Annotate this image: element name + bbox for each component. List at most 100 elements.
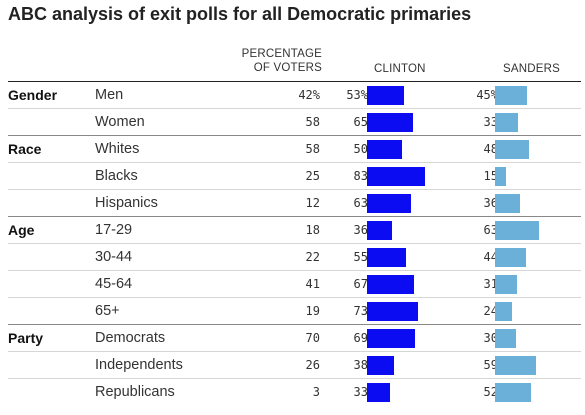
clinton-value-label: 50: [353, 142, 368, 156]
row-separator: [8, 297, 581, 298]
clinton-value-label: 55: [353, 250, 368, 264]
clinton-value-label: 83: [353, 169, 368, 183]
sanders-value-label: 45%: [476, 88, 498, 102]
clinton-bar: [367, 113, 413, 132]
clinton-value-label: 53%: [346, 88, 368, 102]
clinton-bar: [367, 275, 414, 294]
voters-percentage: 26: [305, 358, 320, 372]
header-voters-line2: OF VOTERS: [253, 62, 322, 74]
sanders-bar: [495, 140, 529, 159]
table-row: 30-44 22 55 44: [8, 244, 581, 271]
row-category-label: Hispanics: [95, 195, 158, 211]
clinton-bar: [367, 167, 426, 186]
sanders-bar: [495, 113, 519, 132]
sanders-bar: [495, 194, 521, 213]
table-row: 45-64 41 67 31: [8, 271, 581, 298]
clinton-bar: [367, 221, 393, 240]
voters-percentage: 58: [305, 115, 320, 129]
voters-percentage: 41: [305, 277, 320, 291]
clinton-value-label: 73: [353, 304, 368, 318]
clinton-bar: [367, 248, 406, 267]
sanders-bar: [495, 383, 532, 402]
clinton-bar: [367, 86, 405, 105]
sanders-bar: [495, 248, 526, 267]
row-group-label: Age: [8, 222, 35, 238]
row-category-label: 45-64: [95, 276, 133, 292]
clinton-value-label: 36: [353, 223, 368, 237]
sanders-value-label: 24: [483, 304, 498, 318]
row-group-label: Party: [8, 330, 44, 346]
table-row: Gender Men 42% 53% 45%: [8, 82, 581, 109]
row-category-label: Whites: [95, 141, 140, 157]
table-row: Blacks 25 83 15: [8, 163, 581, 190]
row-separator: [8, 108, 581, 109]
sanders-value-label: 52: [483, 385, 498, 399]
sanders-bar: [495, 221, 540, 240]
voters-percentage: 12: [305, 196, 320, 210]
sanders-value-label: 48: [483, 142, 498, 156]
voters-percentage: 42%: [298, 88, 320, 102]
voters-percentage: 70: [305, 331, 320, 345]
clinton-bar: [367, 356, 394, 375]
row-separator: [8, 324, 581, 325]
clinton-value-label: 38: [353, 358, 368, 372]
row-category-label: Democrats: [95, 330, 166, 346]
sanders-bar: [495, 167, 506, 186]
sanders-value-label: 36: [483, 196, 498, 210]
row-category-label: Independents: [95, 357, 183, 373]
table-row: Age 17-29 18 36 63: [8, 217, 581, 244]
row-group-label: Gender: [8, 87, 58, 103]
row-category-label: Men: [95, 87, 124, 103]
table-row: Hispanics 12 63 36: [8, 190, 581, 217]
sanders-bar: [495, 329, 516, 348]
chart-title: ABC analysis of exit polls for all Democ…: [8, 4, 472, 24]
voters-percentage: 25: [305, 169, 320, 183]
row-separator: [8, 270, 581, 271]
header-voters-line1: PERCENTAGE: [241, 48, 322, 60]
header-sanders: SANDERS: [503, 63, 560, 75]
row-category-label: Republicans: [95, 384, 175, 400]
voters-percentage: 58: [305, 142, 320, 156]
voters-percentage: 18: [305, 223, 320, 237]
voters-percentage: 22: [305, 250, 320, 264]
row-separator: [8, 378, 581, 379]
sanders-value-label: 31: [483, 277, 498, 291]
sanders-value-label: 33: [483, 115, 498, 129]
clinton-bar: [367, 302, 419, 321]
row-separator: [8, 351, 581, 352]
row-category-label: 17-29: [95, 222, 133, 238]
row-category-label: 30-44: [95, 249, 133, 265]
table-row: Race Whites 58 50 48: [8, 136, 581, 163]
header-clinton: CLINTON: [374, 63, 426, 75]
row-category-label: Women: [95, 114, 145, 130]
clinton-bar: [367, 383, 391, 402]
row-separator: [8, 216, 581, 217]
clinton-value-label: 67: [353, 277, 368, 291]
row-category-label: Blacks: [95, 168, 138, 184]
clinton-value-label: 65: [353, 115, 368, 129]
table-row: Party Democrats 70 69 30: [8, 325, 581, 352]
sanders-value-label: 15: [483, 169, 498, 183]
clinton-value-label: 69: [353, 331, 368, 345]
sanders-value-label: 30: [483, 331, 498, 345]
row-separator: [8, 135, 581, 136]
table-row: 65+ 19 73 24: [8, 298, 581, 325]
header-rule: [8, 81, 581, 82]
table-row: Women 58 65 33: [8, 109, 581, 136]
row-category-label: 65+: [95, 303, 120, 319]
row-group-label: Race: [8, 141, 42, 157]
clinton-value-label: 33: [353, 385, 368, 399]
sanders-bar: [495, 275, 517, 294]
row-separator: [8, 189, 581, 190]
sanders-bar: [495, 302, 512, 321]
sanders-bar: [495, 86, 527, 105]
clinton-bar: [367, 140, 402, 159]
table-row: Independents 26 38 59: [8, 352, 581, 379]
sanders-value-label: 63: [483, 223, 498, 237]
table-row: Republicans 3 33 52: [8, 379, 581, 406]
sanders-value-label: 59: [483, 358, 498, 372]
sanders-bar: [495, 356, 537, 375]
row-separator: [8, 162, 581, 163]
voters-percentage: 3: [312, 385, 320, 399]
row-separator: [8, 243, 581, 244]
